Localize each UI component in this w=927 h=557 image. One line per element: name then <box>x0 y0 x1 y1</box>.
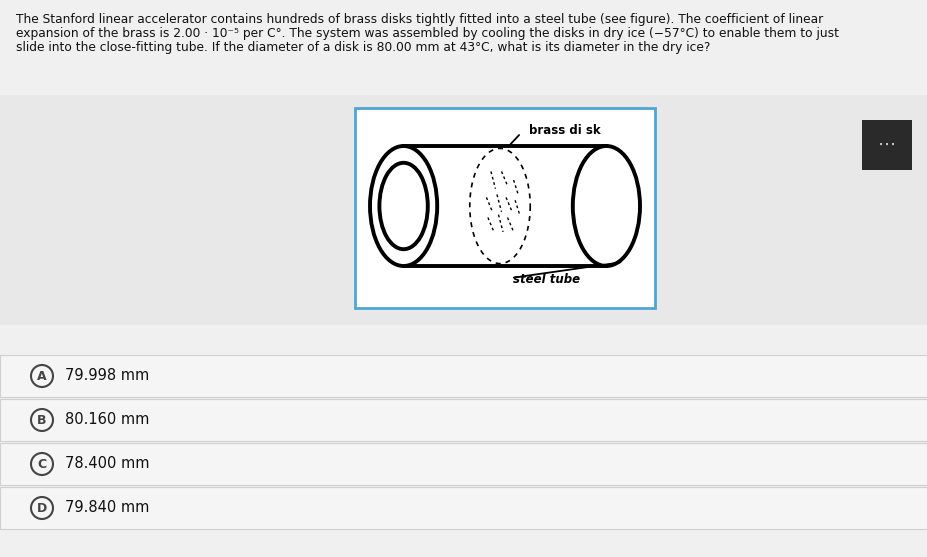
Text: C: C <box>37 457 46 471</box>
FancyBboxPatch shape <box>403 146 605 266</box>
Text: A: A <box>37 369 46 383</box>
Ellipse shape <box>572 146 640 266</box>
FancyBboxPatch shape <box>0 487 927 529</box>
Text: slide into the close-fitting tube. If the diameter of a disk is 80.00 mm at 43°C: slide into the close-fitting tube. If th… <box>16 41 709 54</box>
Text: 78.400 mm: 78.400 mm <box>65 457 149 471</box>
FancyBboxPatch shape <box>0 399 927 441</box>
Text: The Stanford linear accelerator contains hundreds of brass disks tightly fitted : The Stanford linear accelerator contains… <box>16 13 822 26</box>
Text: brass di sk: brass di sk <box>528 124 600 137</box>
FancyBboxPatch shape <box>0 355 927 397</box>
Text: D: D <box>37 501 47 515</box>
FancyBboxPatch shape <box>0 443 927 485</box>
FancyBboxPatch shape <box>861 120 911 170</box>
Text: steel tube: steel tube <box>513 273 579 286</box>
Ellipse shape <box>370 146 437 266</box>
Text: 79.840 mm: 79.840 mm <box>65 501 149 515</box>
Text: expansion of the brass is 2.00 · 10⁻⁵ per C°. The system was assembled by coolin: expansion of the brass is 2.00 · 10⁻⁵ pe… <box>16 27 838 40</box>
Ellipse shape <box>379 163 427 249</box>
FancyBboxPatch shape <box>355 108 654 308</box>
Text: B: B <box>37 413 46 427</box>
Text: ⋯: ⋯ <box>877 136 895 154</box>
FancyBboxPatch shape <box>0 95 927 325</box>
Text: 79.998 mm: 79.998 mm <box>65 369 149 384</box>
Text: 80.160 mm: 80.160 mm <box>65 413 149 428</box>
